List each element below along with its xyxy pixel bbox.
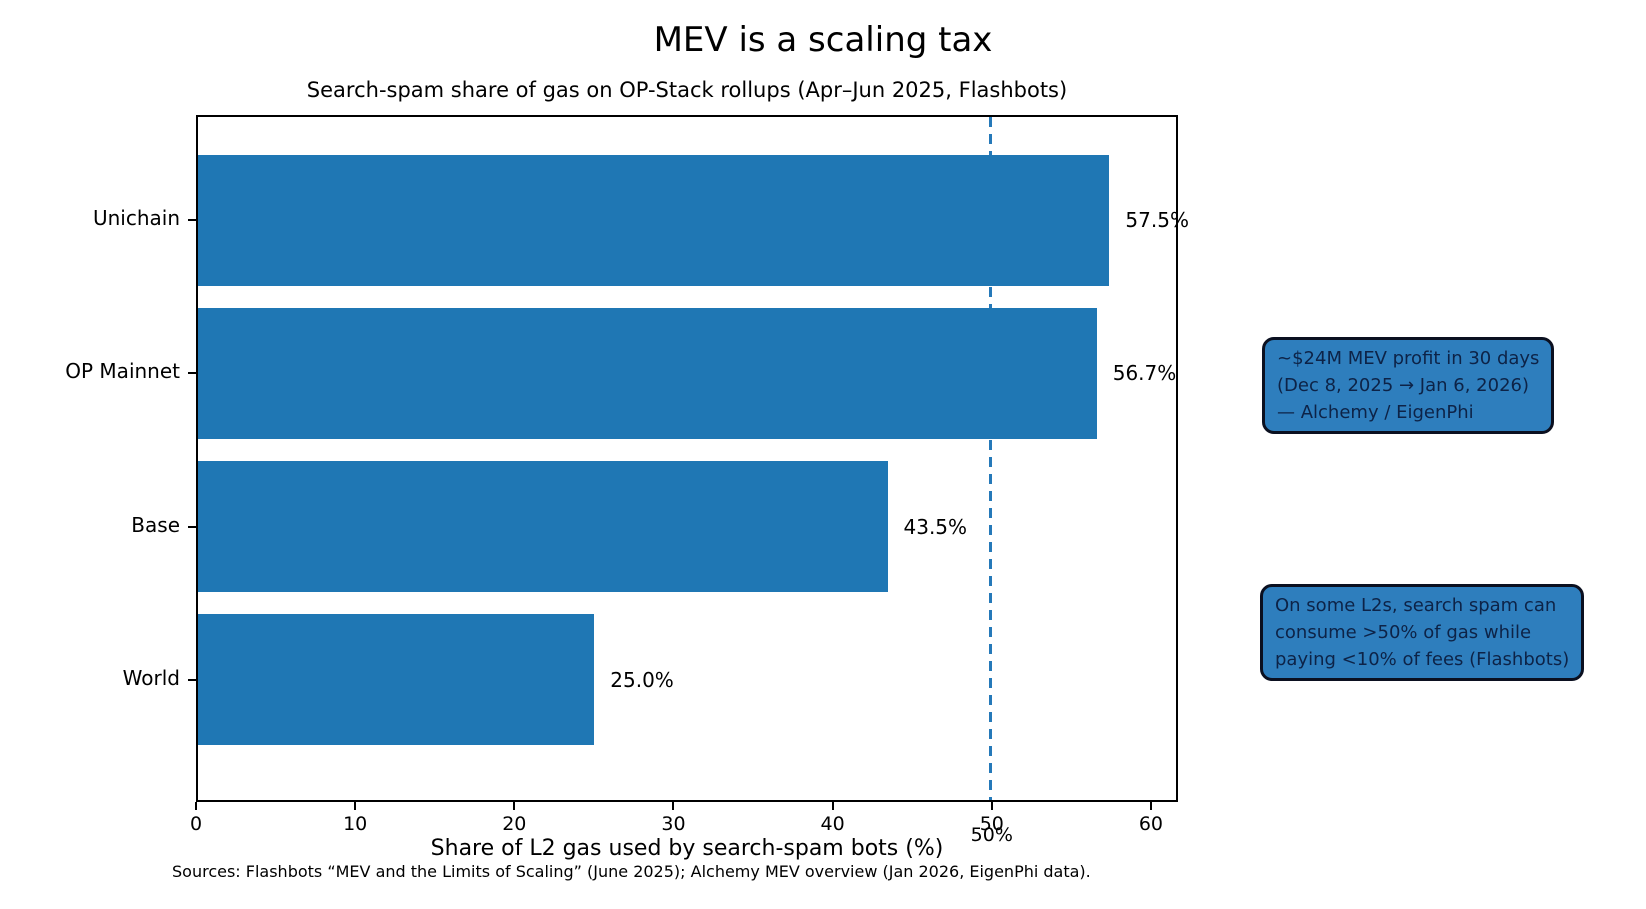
x-tick-mark-20 <box>513 802 516 810</box>
x-tick-mark-50 <box>990 802 993 810</box>
x-tick-mark-60 <box>1149 802 1152 810</box>
source-note: Sources: Flashbots “MEV and the Limits o… <box>172 862 1091 881</box>
x-tick-label-20: 20 <box>502 813 527 835</box>
y-axis-label-unichain: Unichain <box>92 206 180 230</box>
bar-op-mainnet <box>198 307 1097 439</box>
y-axis-label-base: Base <box>131 512 180 537</box>
x-tick-label-60: 60 <box>1138 813 1164 835</box>
bar-world <box>198 614 595 746</box>
y-axis-label-world: World <box>122 665 180 690</box>
bar-base <box>198 461 888 593</box>
bar-value-label-op-mainnet: 56.7% <box>1112 361 1177 386</box>
bar-value-label-base: 43.5% <box>903 514 968 539</box>
reference-line-label: 50% <box>970 824 1013 846</box>
y-tick-op-mainnet <box>188 372 196 375</box>
y-tick-world <box>188 678 196 681</box>
callout-mev-profit-line-2: (Dec 8, 2025 → Jan 6, 2026) <box>1277 375 1529 396</box>
x-tick-label-40: 40 <box>820 813 845 835</box>
y-axis-labels: Unichain OP Mainnet Base World <box>0 115 180 802</box>
bar-value-label-world: 25.0% <box>610 667 674 692</box>
y-tick-base <box>188 525 196 528</box>
x-tick-mark-30 <box>672 802 675 810</box>
callout-search-spam: On some L2s, search spam can consume >50… <box>1260 584 1585 681</box>
x-tick-label-50: 50 <box>979 813 1004 835</box>
callout-mev-profit-line-1: ~$24M MEV profit in 30 days <box>1277 348 1540 369</box>
x-tick-label-30: 30 <box>661 813 686 835</box>
x-tick-label-10: 10 <box>343 813 368 835</box>
callout-search-spam-line-3: paying <10% of fees (Flashbots) <box>1275 649 1570 670</box>
bar-unichain <box>198 154 1110 286</box>
callout-search-spam-line-2: consume >50% of gas while <box>1275 622 1532 643</box>
callout-mev-profit: ~$24M MEV profit in 30 days (Dec 8, 2025… <box>1262 337 1555 434</box>
x-tick-mark-0 <box>195 802 197 810</box>
y-tick-unichain <box>188 219 196 221</box>
y-axis-label-op-mainnet: OP Mainnet <box>65 359 180 384</box>
x-axis: 50% 0 10 20 30 40 50 60 <box>190 802 1178 862</box>
callout-search-spam-line-1: On some L2s, search spam can <box>1275 595 1557 616</box>
x-tick-mark-10 <box>354 802 357 810</box>
plot-area: 57.5% 56.7% 43.5% 25.0% <box>188 115 1189 802</box>
chart-title: MEV is a scaling tax <box>653 20 993 60</box>
bar-value-label-unichain: 57.5% <box>1125 208 1189 232</box>
chart-subtitle: Search-spam share of gas on OP-Stack rol… <box>306 78 1068 102</box>
x-tick-mark-40 <box>831 802 834 810</box>
x-tick-label-0: 0 <box>189 813 203 835</box>
reference-line-50pct <box>989 117 993 800</box>
callout-mev-profit-line-3: — Alchemy / EigenPhi <box>1277 402 1474 423</box>
x-axis-title: Share of L2 gas used by search-spam bots… <box>430 836 944 861</box>
